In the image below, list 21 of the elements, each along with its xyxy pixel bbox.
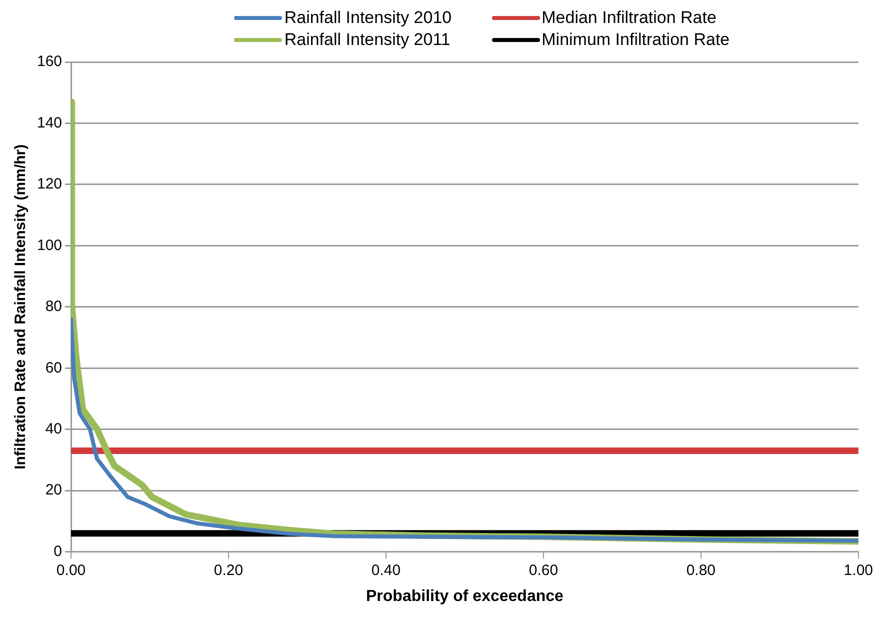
y-tick-label: 40 <box>45 420 62 438</box>
y-tick-label: 80 <box>45 298 62 316</box>
x-tick-label: 0.00 <box>56 562 86 579</box>
y-tick-label: 0 <box>54 542 62 560</box>
legend-label: Median Infiltration Rate <box>542 8 716 28</box>
x-tick-label: 0.80 <box>686 562 716 579</box>
y-tick-label: 120 <box>36 176 62 193</box>
x-tick-label: 0.20 <box>214 562 244 579</box>
y-axis-title: Infiltration Rate and Rainfall Intensity (mm/hr) <box>12 144 30 470</box>
legend-label: Rainfall Intensity 2010 <box>284 8 452 28</box>
legend-label: Rainfall Intensity 2011 <box>284 30 450 50</box>
x-axis-title: Probability of exceedance <box>366 588 564 605</box>
y-tick-label: 60 <box>45 359 62 376</box>
legend-label: Minimum Infiltration Rate <box>542 30 730 50</box>
x-tick-label: 1.00 <box>844 562 874 579</box>
x-tick-label: 0.60 <box>528 562 558 579</box>
y-tick-label: 100 <box>36 236 62 254</box>
y-tick-label: 160 <box>36 53 62 70</box>
y-tick-label: 20 <box>45 482 62 499</box>
x-tick-label: 0.40 <box>371 562 401 579</box>
y-tick-label: 140 <box>36 114 62 132</box>
